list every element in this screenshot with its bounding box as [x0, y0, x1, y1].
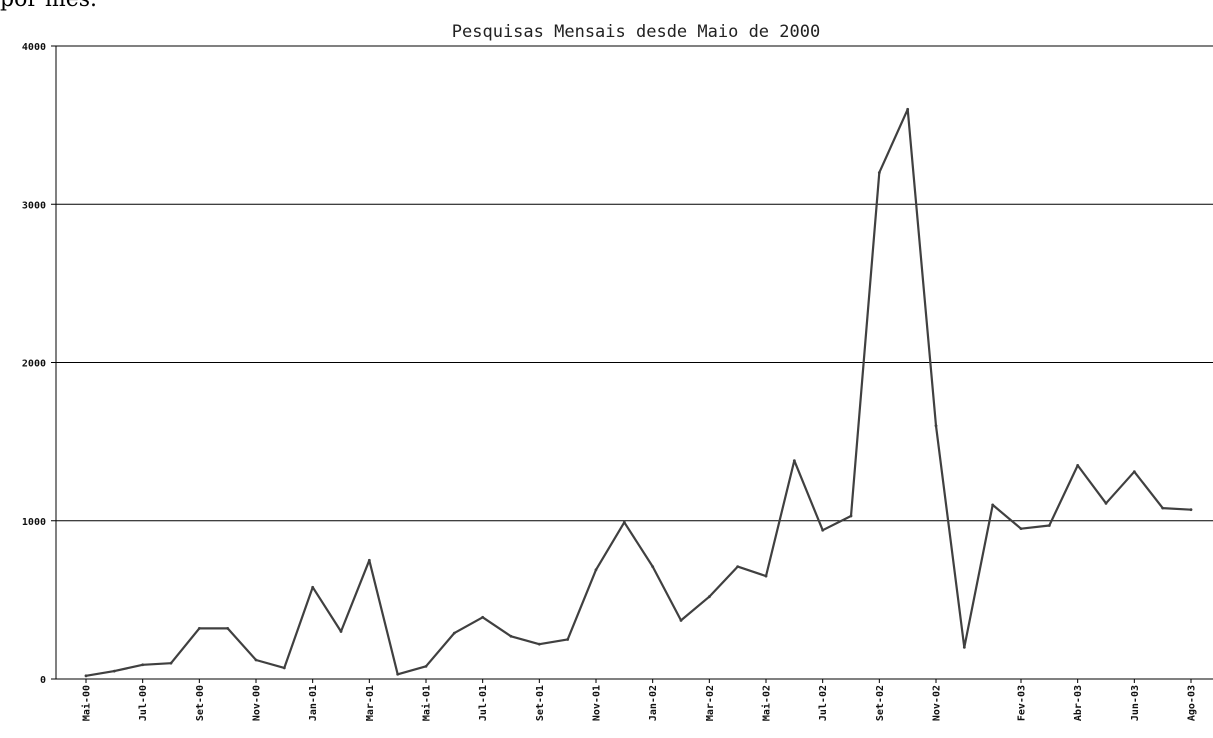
overflow-text: por mês.: [0, 0, 97, 12]
x-tick-label-Mai-01: Mai-01: [421, 685, 433, 721]
data-point-Jun-01: [452, 631, 456, 635]
data-point-Fev-01: [339, 630, 343, 633]
data-point-Set-00: [197, 626, 201, 630]
x-tick-label-Jul-02: Jul-02: [818, 685, 829, 721]
y-tick-label-0: 0: [40, 675, 46, 686]
x-tick-label-Mai-00: Mai-00: [81, 685, 93, 721]
data-point-Abr-02: [736, 565, 740, 569]
data-point-Jun-02: [792, 459, 796, 463]
data-point-Jun-00: [112, 669, 116, 673]
data-point-Out-00: [226, 626, 230, 630]
data-point-Out-02: [906, 107, 910, 111]
data-point-Ago-00: [169, 661, 173, 665]
data-point-Fev-02: [679, 619, 683, 622]
data-point-Out-01: [566, 638, 570, 641]
x-tick-labels: Mai-00 Jul-00 Set-00 Nov-00 Jan-01 Mar-01 Mai-…: [81, 679, 1198, 721]
data-point-Dez-00: [282, 666, 286, 670]
data-point-Ago-02: [849, 514, 853, 518]
data-point-Jul-02: [821, 528, 825, 532]
data-point-Fev-03: [1019, 527, 1023, 531]
x-tick-label-Jul-00: Jul-00: [138, 685, 149, 721]
data-point-Abr-03: [1076, 463, 1080, 467]
y-tick-label-4000: 4000: [22, 42, 46, 53]
x-tick-label-Nov-02: Nov-02: [932, 685, 943, 721]
x-tick-label-Mar-01: Mar-01: [365, 685, 376, 721]
gridlines: [56, 203, 1213, 522]
data-point-Mar-02: [707, 595, 711, 599]
y-tick-label-1000: 1000: [22, 517, 46, 528]
data-point-Jan-01: [311, 585, 315, 589]
data-point-Jun-03: [1132, 470, 1136, 474]
data-point-Nov-01: [594, 568, 598, 572]
data-point-Dez-02: [962, 645, 966, 649]
x-tick-label-Fev-03: Fev-03: [1017, 685, 1028, 721]
data-point-Mar-01: [367, 558, 371, 562]
data-point-Abr-01: [396, 672, 400, 676]
x-tick-label-Ago-03: Ago-03: [1187, 685, 1198, 721]
x-tick-label-Set-00: Set-00: [195, 685, 206, 721]
series-layer: [84, 107, 1193, 678]
series-line-0: [85, 108, 1192, 677]
data-point-Ago-01: [509, 634, 513, 638]
y-tick-labels: 0 1000 2000 3000 4000: [22, 42, 56, 686]
y-tick-label-2000: 2000: [22, 359, 46, 370]
data-point-Mar-03: [1047, 524, 1051, 527]
data-point-Jan-02: [651, 565, 655, 569]
data-point-Mai-02: [764, 574, 768, 578]
data-point-Jul-01: [481, 615, 485, 619]
x-tick-label-Abr-03: Abr-03: [1073, 685, 1084, 721]
chart-title: Pesquisas Mensais desde Maio de 2000: [452, 22, 820, 42]
data-point-Jul-03: [1161, 506, 1165, 510]
data-point-Jul-00: [141, 663, 145, 667]
data-point-Nov-02: [934, 424, 938, 428]
x-tick-label-Jan-01: Jan-01: [308, 685, 319, 721]
x-tick-label-Jan-02: Jan-02: [648, 685, 659, 721]
x-tick-label-Jul-01: Jul-01: [478, 685, 489, 721]
data-point-Set-02: [877, 171, 881, 175]
x-tick-label-Nov-01: Nov-01: [592, 685, 603, 721]
x-tick-label-Mai-02: Mai-02: [761, 685, 773, 721]
x-tick-label-Mar-02: Mar-02: [705, 685, 716, 721]
data-point-Set-01: [537, 642, 541, 646]
x-tick-label-Set-01: Set-01: [535, 685, 546, 721]
data-point-Nov-00: [254, 658, 258, 662]
x-tick-label-Nov-00: Nov-00: [252, 685, 263, 721]
data-point-Mai-00: [84, 674, 88, 678]
x-tick-label-Jun-03: Jun-03: [1130, 685, 1141, 721]
data-point-Mai-03: [1104, 501, 1108, 505]
data-point-Ago-03: [1189, 508, 1193, 512]
x-tick-label-Set-02: Set-02: [875, 685, 886, 721]
data-point-Dez-01: [622, 520, 626, 524]
data-point-Mai-01: [424, 664, 428, 668]
y-tick-label-3000: 3000: [22, 200, 46, 211]
data-point-Jan-03: [991, 503, 995, 507]
